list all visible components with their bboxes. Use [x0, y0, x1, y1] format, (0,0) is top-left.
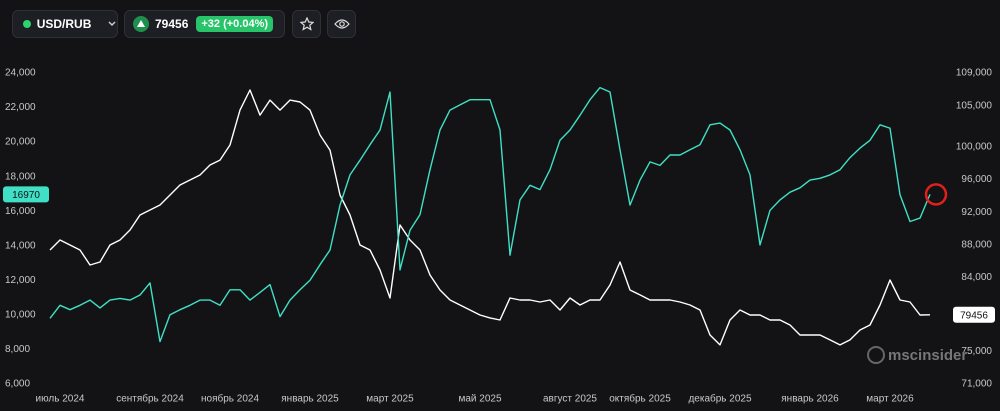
x-tick-label: январь 2025 [281, 394, 339, 405]
y-tick-label: 22,000 [5, 102, 36, 113]
x-tick-label: ноябрь 2024 [201, 393, 259, 405]
status-dot [23, 20, 31, 28]
last-value-label: 16970 [12, 190, 40, 201]
y2-tick-label: 92,000 [961, 207, 992, 218]
y-tick-label: 24,000 [5, 68, 36, 79]
x-tick-label: январь 2026 [781, 394, 839, 405]
watermark-text: mscinsider [888, 347, 967, 364]
y-tick-label: 10,000 [5, 309, 36, 320]
change: +32 (+0.04%) [196, 16, 274, 32]
star-icon [299, 17, 314, 31]
y2-tick-label: 84,000 [961, 272, 992, 283]
x-tick-label: июль 2024 [36, 394, 85, 405]
y-tick-label: 14,000 [5, 240, 36, 251]
y2-tick-label: 100,000 [956, 141, 993, 152]
x-tick-label: декабрь 2025 [688, 393, 752, 405]
x-tick-label: март 2026 [866, 394, 914, 405]
y2-tick-label: 71,000 [961, 379, 992, 390]
x-tick-label: октябрь 2025 [609, 393, 671, 405]
favorite-button[interactable] [292, 10, 321, 38]
y2-tick-label: 88,000 [961, 240, 992, 251]
x-tick-label: май 2025 [458, 394, 501, 405]
up-icon [133, 16, 149, 32]
y-tick-label: 8,000 [5, 344, 30, 355]
last-value-label: 79456 [960, 310, 988, 321]
y2-tick-label: 96,000 [961, 174, 992, 185]
series-line [49, 89, 931, 346]
watermark-logo [867, 346, 885, 364]
watermark: mscinsider [867, 346, 967, 364]
x-tick-label: март 2025 [366, 394, 414, 405]
symbol: USD/RUB [36, 17, 92, 31]
eye-icon [333, 19, 350, 29]
series-line [49, 86, 931, 343]
highlight-circle [924, 183, 948, 206]
y-tick-label: 6,000 [5, 379, 30, 390]
symbol-selector[interactable]: USD/RUB [12, 10, 118, 38]
x-tick-label: сентябрь 2024 [116, 393, 184, 405]
last-value-badge [953, 306, 995, 323]
toolbar: USD/RUB 79456 +32 (+0.04%) [0, 0, 1000, 48]
chevron [108, 21, 116, 27]
price: 79456 [155, 17, 189, 31]
y-tick-label: 12,000 [5, 275, 36, 286]
x-tick-label: август 2025 [543, 394, 597, 405]
last-value-badge [3, 186, 49, 203]
y-tick-label: 20,000 [5, 137, 36, 148]
y2-tick-label: 75,000 [961, 346, 992, 357]
watch-button[interactable] [327, 10, 356, 38]
y-tick-label: 18,000 [5, 171, 36, 182]
price-box: 79456 +32 (+0.04%) [124, 10, 285, 38]
y2-tick-label: 109,000 [956, 68, 993, 79]
y-tick-label: 16,000 [5, 206, 36, 217]
y2-tick-label: 105,000 [956, 100, 993, 111]
